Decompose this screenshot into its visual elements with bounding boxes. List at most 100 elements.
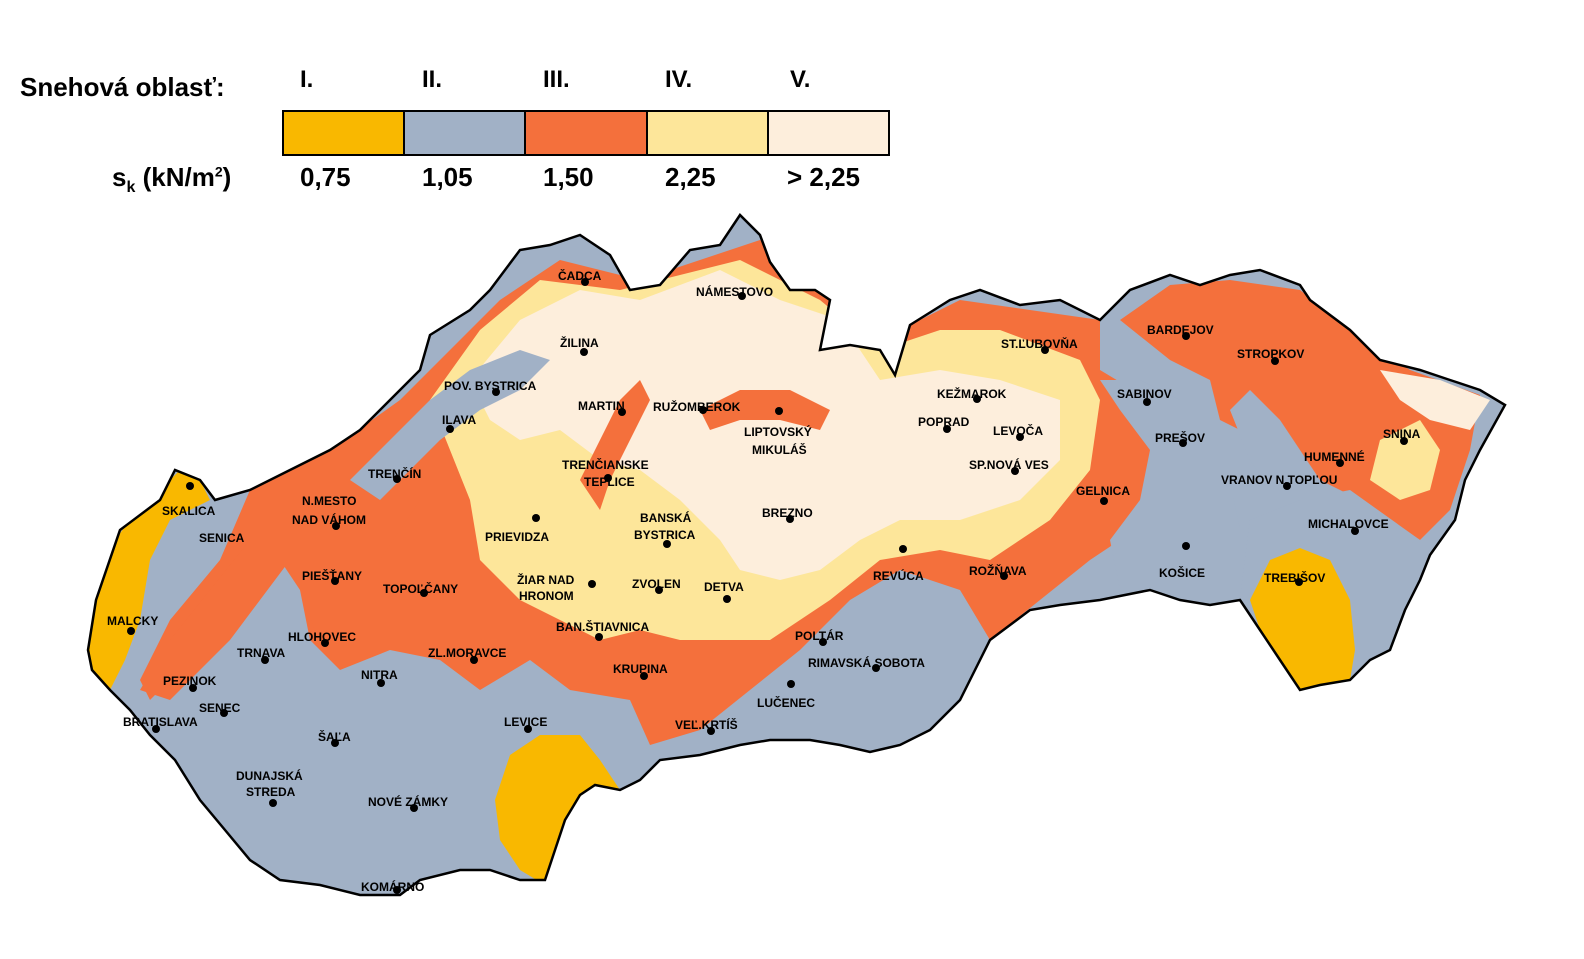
city-label: MICHALOVCE xyxy=(1308,517,1389,531)
city-marker xyxy=(470,656,478,664)
city-marker xyxy=(186,482,194,490)
city-label: NITRA xyxy=(361,668,398,682)
city-label: ILAVA xyxy=(442,413,477,427)
city-label: TOPOĽČANY xyxy=(383,581,458,596)
city-label: ŽILINA xyxy=(560,335,599,350)
zone-i-levice xyxy=(495,735,620,885)
city-label: PREŠOV xyxy=(1155,430,1205,445)
city-label: KOŠICE xyxy=(1159,565,1205,580)
city-label: N.MESTO xyxy=(302,494,356,508)
zone-iii-small-carpathians xyxy=(140,500,310,700)
city-label: RIMAVSKÁ SOBOTA xyxy=(808,655,925,670)
city-marker xyxy=(699,406,707,414)
city-label: MIKULÁŠ xyxy=(752,442,807,457)
zone-i-trebisov xyxy=(1250,548,1355,690)
city-label: ZVOLEN xyxy=(632,577,681,591)
city-marker xyxy=(446,425,454,433)
city-marker xyxy=(1351,527,1359,535)
city-label: POV. BYSTRICA xyxy=(444,379,537,393)
legend-swatch-2 xyxy=(405,112,527,154)
city-marker xyxy=(189,684,197,692)
city-marker xyxy=(943,425,951,433)
city-label: TRENČIANSKE xyxy=(562,457,649,472)
city-label: TREBIŠOV xyxy=(1264,570,1325,585)
city-marker xyxy=(1143,398,1151,406)
city-label: NAD VÁHOM xyxy=(292,512,366,527)
zone-i-zahorie xyxy=(88,470,210,690)
city-label: SNINA xyxy=(1383,427,1421,441)
zone-value-1: 0,75 xyxy=(300,162,351,192)
city-marker xyxy=(707,727,715,735)
city-label: MALCKY xyxy=(107,614,158,628)
city-label: ROŽŇAVA xyxy=(969,563,1027,578)
city-label: ŠAĽA xyxy=(318,729,351,744)
city-marker xyxy=(220,709,228,717)
zone-value-5: > 2,25 xyxy=(787,162,861,192)
city-marker xyxy=(331,739,339,747)
city-marker xyxy=(1016,433,1024,441)
city-marker xyxy=(819,638,827,646)
legend-swatch-4 xyxy=(647,112,769,154)
city-label: MARTIN xyxy=(578,399,625,413)
zone-ii-hornad-valley xyxy=(1100,380,1240,600)
city-label: SKALICA xyxy=(162,504,216,518)
city-marker xyxy=(1000,572,1008,580)
city-marker xyxy=(973,395,981,403)
legend-swatch-1 xyxy=(284,112,406,154)
city-label: LEVICE xyxy=(504,715,547,729)
city-label: NÁMESTOVO xyxy=(696,284,773,299)
city-label: BANSKÁ xyxy=(640,510,692,525)
city-marker xyxy=(492,388,500,396)
city-marker xyxy=(588,580,596,588)
city-label: ŽIAR NAD xyxy=(517,572,575,587)
city-label: PIEŠŤANY xyxy=(302,568,362,583)
zone-value-4: 2,25 xyxy=(665,162,716,192)
city-marker xyxy=(532,514,540,522)
city-marker xyxy=(581,278,589,286)
city-label: TRNAVA xyxy=(237,646,286,660)
city-marker xyxy=(1182,542,1190,550)
city-marker xyxy=(604,474,612,482)
city-marker xyxy=(580,348,588,356)
city-label: BAN.ŠTIAVNICA xyxy=(556,619,649,634)
zone-label-1: I. xyxy=(300,66,314,93)
zone-label-3: III. xyxy=(543,66,570,93)
legend-unit: sk (kN/m2) xyxy=(112,162,232,197)
city-label: SABINOV xyxy=(1117,387,1172,401)
city-marker xyxy=(152,725,160,733)
city-label: LUČENEC xyxy=(757,695,815,710)
city-marker xyxy=(1295,578,1303,586)
city-label: RUŽOMBEROK xyxy=(653,399,741,414)
city-marker xyxy=(393,475,401,483)
city-label: KRUPINA xyxy=(613,662,668,676)
zone-iii-martin-ridge xyxy=(580,380,650,510)
zone-iii-west-ridge xyxy=(300,420,440,650)
zone-v-northeast xyxy=(1380,370,1490,430)
city-label: LEVOČA xyxy=(993,423,1043,438)
city-label: ST.ĽUBOVŇA xyxy=(1001,336,1078,351)
city-marker xyxy=(420,589,428,597)
legend-color-bar xyxy=(282,110,890,156)
city-label: ZL.MORAVCE xyxy=(428,646,506,660)
city-label: PRIEVIDZA xyxy=(485,530,549,544)
city-label: BYSTRICA xyxy=(634,528,696,542)
country-border xyxy=(86,213,1507,897)
city-marker xyxy=(872,664,880,672)
city-label: GELNICA xyxy=(1076,484,1130,498)
city-marker xyxy=(786,515,794,523)
city-marker xyxy=(1100,497,1108,505)
zone-label-2: II. xyxy=(422,66,443,93)
city-marker xyxy=(738,292,746,300)
city-label: ČADCA xyxy=(558,268,602,283)
zone-value-2: 1,05 xyxy=(422,162,473,192)
zone-value-3: 1,50 xyxy=(543,162,594,192)
city-label: BARDEJOV xyxy=(1147,323,1214,337)
city-marker xyxy=(787,680,795,688)
city-marker xyxy=(640,672,648,680)
city-marker xyxy=(723,595,731,603)
city-label: TEPLICE xyxy=(584,475,635,489)
city-marker xyxy=(261,656,269,664)
city-label: VRANOV N.TOPĽOU xyxy=(1221,473,1337,487)
city-marker xyxy=(1179,439,1187,447)
